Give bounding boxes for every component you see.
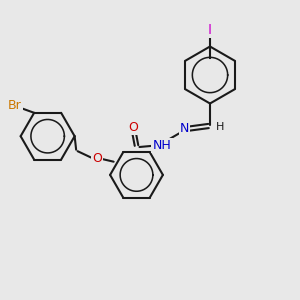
Text: H: H: [216, 122, 225, 133]
Text: NH: NH: [153, 139, 171, 152]
Text: O: O: [92, 152, 102, 165]
Text: N: N: [180, 122, 189, 136]
Text: Br: Br: [8, 99, 22, 112]
Text: I: I: [208, 23, 212, 37]
Text: O: O: [129, 121, 138, 134]
